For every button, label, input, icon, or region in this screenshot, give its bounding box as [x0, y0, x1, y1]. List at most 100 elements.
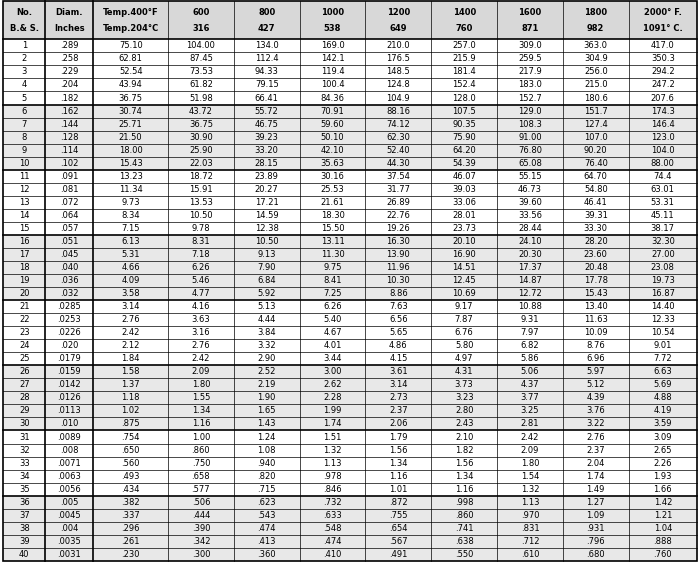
Bar [3, 209, 697, 222]
Bar [3, 65, 697, 79]
Text: 3.14: 3.14 [122, 302, 140, 311]
Bar [3, 105, 697, 117]
Text: 3.77: 3.77 [521, 393, 540, 402]
Text: .032: .032 [60, 289, 78, 298]
Text: 259.5: 259.5 [518, 55, 542, 64]
Text: 2.65: 2.65 [654, 446, 672, 455]
Text: 6.96: 6.96 [586, 354, 605, 363]
Text: 871: 871 [521, 24, 539, 33]
Text: 26: 26 [19, 368, 29, 377]
Text: 19: 19 [19, 276, 29, 285]
Text: .434: .434 [122, 484, 140, 493]
Text: 75.90: 75.90 [452, 133, 476, 142]
Text: 4.39: 4.39 [586, 393, 605, 402]
Text: 76.80: 76.80 [518, 146, 542, 155]
Text: 9.73: 9.73 [122, 198, 140, 207]
Text: 94.33: 94.33 [255, 67, 279, 76]
Text: 11.30: 11.30 [321, 250, 345, 259]
Text: 215.9: 215.9 [452, 55, 476, 64]
Text: 3.58: 3.58 [122, 289, 140, 298]
Text: B.& S.: B.& S. [10, 24, 39, 33]
Text: 1.16: 1.16 [192, 419, 210, 428]
Text: .004: .004 [60, 524, 78, 533]
Text: 20.48: 20.48 [584, 263, 607, 272]
Text: 5.80: 5.80 [455, 341, 473, 350]
Text: 14.87: 14.87 [518, 276, 542, 285]
Text: 30: 30 [19, 419, 29, 428]
Bar [3, 79, 697, 92]
Text: 257.0: 257.0 [452, 42, 476, 51]
Text: 21.61: 21.61 [321, 198, 345, 207]
Text: 1.43: 1.43 [257, 419, 276, 428]
Text: .860: .860 [192, 446, 210, 455]
Text: 15: 15 [19, 224, 29, 233]
Text: 22: 22 [19, 315, 29, 324]
Text: 40: 40 [19, 550, 29, 559]
Text: 4.86: 4.86 [389, 341, 408, 350]
Text: .940: .940 [257, 459, 276, 468]
Text: .474: .474 [257, 524, 276, 533]
Text: 18.30: 18.30 [321, 211, 345, 220]
Text: 39.31: 39.31 [584, 211, 607, 220]
Text: 4.77: 4.77 [192, 289, 210, 298]
Text: 1.18: 1.18 [122, 393, 140, 402]
Text: .491: .491 [389, 550, 408, 559]
Text: 54.39: 54.39 [452, 158, 476, 167]
Text: 28.15: 28.15 [255, 158, 279, 167]
Text: 3.32: 3.32 [257, 341, 276, 350]
Bar [3, 405, 697, 418]
Text: 207.6: 207.6 [651, 93, 675, 102]
Text: 1.04: 1.04 [654, 524, 672, 533]
Text: 55.15: 55.15 [518, 172, 542, 181]
Text: 1.42: 1.42 [654, 498, 672, 507]
Text: 134.0: 134.0 [255, 42, 279, 51]
Text: 1.16: 1.16 [455, 484, 473, 493]
Text: 7.18: 7.18 [192, 250, 210, 259]
Text: 2.26: 2.26 [654, 459, 672, 468]
Text: .051: .051 [60, 237, 78, 246]
Text: 1000: 1000 [321, 8, 344, 17]
Text: 10.50: 10.50 [189, 211, 212, 220]
Text: 151.7: 151.7 [584, 107, 607, 116]
Text: 19.73: 19.73 [651, 276, 675, 285]
Text: 66.41: 66.41 [255, 93, 279, 102]
Text: 363.0: 363.0 [584, 42, 608, 51]
Text: 23.73: 23.73 [452, 224, 476, 233]
Text: 38: 38 [19, 524, 30, 533]
Text: 90.20: 90.20 [584, 146, 607, 155]
Text: 23.89: 23.89 [255, 172, 279, 181]
Text: 73.53: 73.53 [189, 67, 213, 76]
Text: 2.12: 2.12 [122, 341, 140, 350]
Text: 1.51: 1.51 [324, 433, 342, 442]
Text: 5.12: 5.12 [586, 380, 605, 389]
Text: 10.50: 10.50 [255, 237, 278, 246]
Bar [3, 483, 697, 496]
Text: .010: .010 [60, 419, 78, 428]
Text: 15.43: 15.43 [584, 289, 607, 298]
Text: .0063: .0063 [57, 472, 81, 481]
Text: 79.15: 79.15 [255, 80, 279, 89]
Text: 5.69: 5.69 [654, 380, 672, 389]
Text: 538: 538 [324, 24, 341, 33]
Text: 3.73: 3.73 [455, 380, 473, 389]
Text: 5.13: 5.13 [257, 302, 276, 311]
Text: 3.25: 3.25 [521, 406, 539, 415]
Text: 1.08: 1.08 [257, 446, 276, 455]
Text: .715: .715 [257, 484, 276, 493]
Bar [3, 443, 697, 456]
Text: 417.0: 417.0 [651, 42, 675, 51]
Text: 45.11: 45.11 [651, 211, 675, 220]
Text: 13.53: 13.53 [189, 198, 213, 207]
Text: 2.52: 2.52 [257, 368, 276, 377]
Bar [3, 378, 697, 391]
Text: 119.4: 119.4 [321, 67, 345, 76]
Text: 17.21: 17.21 [255, 198, 279, 207]
Text: 1.37: 1.37 [122, 380, 140, 389]
Bar [3, 235, 697, 248]
Text: 128.0: 128.0 [452, 93, 476, 102]
Text: Temp.204°C: Temp.204°C [103, 24, 159, 33]
Text: 5.65: 5.65 [389, 328, 408, 337]
Text: .182: .182 [60, 93, 78, 102]
Text: 1.32: 1.32 [521, 484, 539, 493]
Text: 34: 34 [19, 472, 29, 481]
